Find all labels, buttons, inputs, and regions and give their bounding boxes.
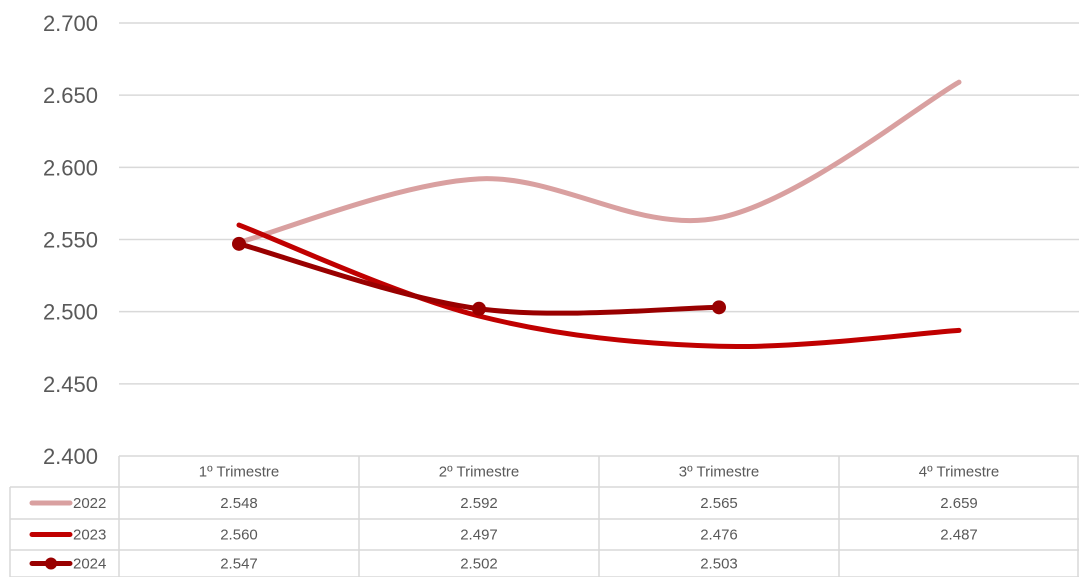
series-line-2023 (236, 222, 962, 350)
category-label: 4º Trimestre (919, 464, 1000, 481)
data-label: 2.565 (700, 495, 738, 512)
legend-marker-2024 (45, 557, 57, 570)
y-tick-label: 2.600 (43, 155, 98, 180)
y-tick-label: 2.650 (43, 83, 98, 108)
y-axis-ticks: 2.400 2.450 2.500 2.550 2.600 2.650 2.700 (43, 11, 98, 469)
data-label: 2.476 (700, 527, 738, 544)
y-tick-label: 2.450 (43, 372, 98, 397)
series-line-2022 (236, 79, 962, 245)
data-label: 2.487 (940, 527, 978, 544)
series-layer (232, 79, 962, 350)
data-point-2024 (472, 301, 486, 316)
category-label: 2º Trimestre (439, 464, 520, 481)
y-tick-label: 2.550 (43, 228, 98, 253)
data-label: 2.503 (700, 556, 738, 573)
data-label: 2.548 (220, 495, 258, 512)
legend-label-2024: 2024 (73, 556, 106, 573)
data-table: 1º Trimestre 2º Trimestre 3º Trimestre 4º T… (9, 455, 1079, 578)
y-tick-label: 2.500 (43, 300, 98, 325)
y-tick-label: 2.700 (43, 11, 98, 36)
category-label: 1º Trimestre (199, 464, 280, 481)
data-point-2024 (712, 300, 726, 315)
category-label: 3º Trimestre (679, 464, 760, 481)
data-label: 2.592 (460, 495, 498, 512)
legend-label-2023: 2023 (73, 527, 106, 544)
y-tick-label: 2.400 (43, 444, 98, 469)
data-point-2024 (232, 236, 246, 251)
data-label: 2.547 (220, 556, 258, 573)
data-label: 2.560 (220, 527, 258, 544)
data-label: 2.497 (460, 527, 498, 544)
legend-label-2022: 2022 (73, 495, 106, 512)
data-label: 2.659 (940, 495, 978, 512)
data-label: 2.502 (460, 556, 498, 573)
